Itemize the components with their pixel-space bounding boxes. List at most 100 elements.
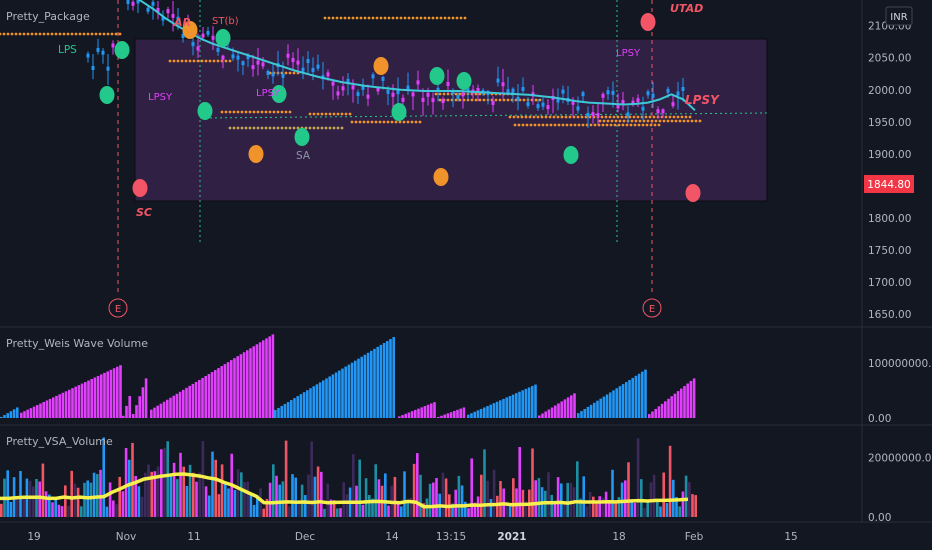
weis-bar [106, 371, 109, 418]
vsa-bar [352, 454, 355, 517]
profile-dot [419, 16, 423, 20]
candle-body [231, 54, 235, 59]
weis-bar [628, 379, 631, 418]
candle-body [266, 70, 270, 75]
vsa-bar [457, 475, 461, 517]
vsa-bar [134, 475, 137, 517]
profile-dot [236, 110, 240, 114]
weis-bar [648, 414, 651, 418]
profile-dot [340, 112, 344, 116]
weis-bar [414, 409, 417, 418]
profile-dot [168, 59, 172, 63]
moving-average-line [137, 0, 696, 112]
candle-body [86, 53, 90, 58]
vsa-bar [51, 502, 54, 517]
weis-axis[interactable]: 100000000.00 0.00 [868, 358, 932, 425]
profile-dot [280, 110, 284, 114]
weis-bar [634, 375, 638, 418]
earnings-marker-1[interactable] [108, 298, 128, 318]
vsa-bar [102, 437, 105, 517]
vsa-bar [198, 472, 201, 517]
weis-bar [515, 393, 518, 418]
vsa-bar [694, 495, 697, 517]
profile-dot [536, 115, 540, 119]
profile-dot [427, 16, 431, 20]
weis-wave-bars [0, 334, 696, 418]
profile-dot [446, 92, 450, 96]
weis-bar [96, 375, 100, 418]
profile-dot [344, 112, 348, 116]
profile-dot [54, 32, 58, 36]
profile-dot [614, 119, 618, 123]
profile-dot [78, 32, 82, 36]
time-axis[interactable]: 19 Nov 11 Dec 14 13:15 2021 18 Feb 15 [27, 531, 797, 543]
price-tick-label: 1950.00 [868, 117, 911, 129]
vsa-bar [214, 459, 217, 517]
vsa-bar [547, 472, 550, 517]
profile-dot [560, 115, 564, 119]
earnings-marker-2[interactable] [642, 298, 662, 318]
vsa-axis[interactable]: 20000000.00 0.00 [868, 453, 932, 524]
profile-dot [556, 115, 560, 119]
vsa-bar [16, 499, 19, 517]
weis-bar [255, 344, 259, 418]
weis-bar [338, 370, 341, 418]
wyckoff-marker [215, 29, 231, 47]
candle-body [96, 47, 100, 52]
candle-body [416, 80, 420, 85]
vsa-bar [684, 475, 688, 517]
weis-bar [90, 378, 93, 418]
profile-dot [557, 123, 561, 127]
weis-bar [16, 407, 19, 418]
weis-bar [233, 358, 236, 418]
weis-bar [423, 406, 427, 418]
profile-dot [598, 119, 602, 123]
vsa-bar [428, 483, 432, 517]
price-axis[interactable]: 2100.002050.002000.001950.001900.001850.… [868, 21, 911, 322]
profile-dot [387, 16, 391, 20]
weis-tick-label: 0.00 [868, 413, 891, 425]
candle-body [556, 98, 560, 103]
profile-dot [252, 110, 256, 114]
profile-dot [260, 126, 264, 130]
label-sa: SA [296, 150, 311, 162]
weis-bar [363, 354, 367, 418]
profile-dot [367, 16, 371, 20]
profile-dot [672, 115, 676, 119]
vsa-bar [124, 448, 128, 517]
weis-bar [280, 405, 283, 418]
vsa-bar [105, 506, 109, 517]
weis-bar [350, 362, 354, 418]
vsa-bar [224, 482, 227, 517]
weis-bar [315, 384, 319, 418]
weis-bar [511, 394, 515, 418]
candle-body [681, 86, 685, 91]
weis-bar [296, 396, 299, 418]
time-tick-label: 15 [784, 531, 797, 543]
weis-bar [210, 372, 214, 418]
profile-dot [288, 110, 292, 114]
vsa-bar [419, 474, 422, 517]
profile-dot [192, 59, 196, 63]
vsa-bar [432, 482, 435, 517]
profile-dot [459, 16, 463, 20]
weis-bar [524, 388, 528, 418]
profile-dot [224, 59, 228, 63]
vsa-bar [172, 462, 176, 517]
weis-bar [150, 409, 153, 418]
vsa-bar [259, 488, 262, 517]
time-tick-label: 2021 [497, 531, 526, 543]
vsa-bar [118, 476, 121, 517]
candle-body [371, 74, 375, 79]
profile-dot [395, 16, 399, 20]
profile-dot [312, 112, 316, 116]
vsa-bar [412, 463, 416, 517]
profile-dot [605, 123, 609, 127]
profile-dot [232, 126, 236, 130]
profile-dot [552, 115, 556, 119]
weis-bar [52, 397, 55, 418]
currency-badge[interactable] [885, 6, 913, 26]
profile-dot [414, 120, 418, 124]
profile-dot [184, 59, 188, 63]
vsa-bar [614, 500, 617, 517]
